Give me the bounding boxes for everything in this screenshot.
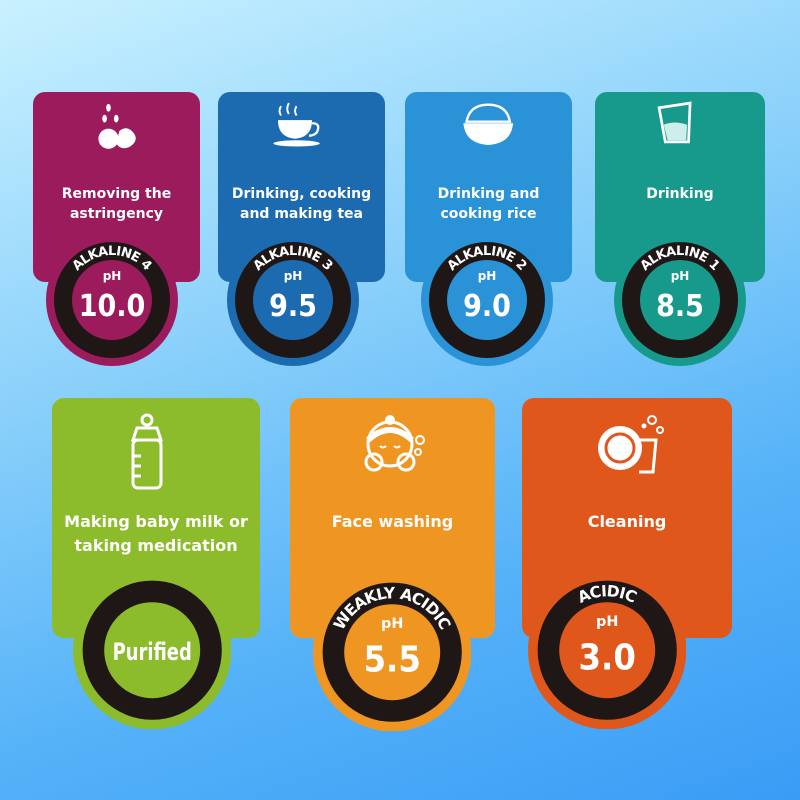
ph-value: 3.0 (578, 637, 635, 678)
water-glass-icon (649, 100, 711, 166)
ph-badge: ALKALINE 3 pH 9.5 (227, 234, 359, 366)
card-label: Cleaning (587, 512, 667, 531)
card-label: Drinking, cooking and making tea (231, 186, 372, 222)
ph-badge: ALKALINE 4 pH 10.0 (46, 234, 178, 366)
ph-badge: WEAKLY ACIDIC pH 5.5 (312, 572, 472, 732)
ph-card: Making baby milk or taking medication (52, 398, 260, 638)
ph-badge: ALKALINE 2 pH 9.0 (421, 234, 553, 366)
ph-value: 5.5 (363, 639, 420, 680)
ph-value: Purified (112, 638, 191, 666)
dishes-icon (587, 410, 667, 494)
face-washing-icon (353, 410, 433, 494)
rice-bowl-icon (458, 100, 520, 166)
ph-label: pH (596, 614, 618, 630)
ph-label: pH (478, 269, 497, 283)
card-label: Making baby milk or taking medication (64, 512, 248, 555)
ph-badge: Purified (72, 570, 232, 730)
card-label: Removing the astringency (61, 186, 172, 222)
ph-label: pH (671, 269, 690, 283)
baby-bottle-icon (116, 410, 196, 494)
ph-value: 10.0 (79, 289, 146, 324)
card-label: Drinking and cooking rice (437, 186, 540, 222)
tea-cup-icon (271, 100, 333, 166)
ph-badge: ACIDIC pH 3.0 (527, 570, 687, 730)
ph-value: 8.5 (656, 289, 704, 324)
ph-value: 9.0 (463, 289, 511, 324)
ph-card: Drinking and cooking rice (405, 92, 572, 282)
card-label: Face washing (331, 512, 454, 531)
card-label: Drinking (646, 186, 714, 202)
ph-badge: ALKALINE 1 pH 8.5 (614, 234, 746, 366)
ph-label: pH (284, 269, 303, 283)
ph-label: pH (103, 269, 122, 283)
fruit-icon (86, 100, 148, 166)
ph-label: pH (381, 616, 403, 632)
ph-value: 9.5 (269, 289, 317, 324)
